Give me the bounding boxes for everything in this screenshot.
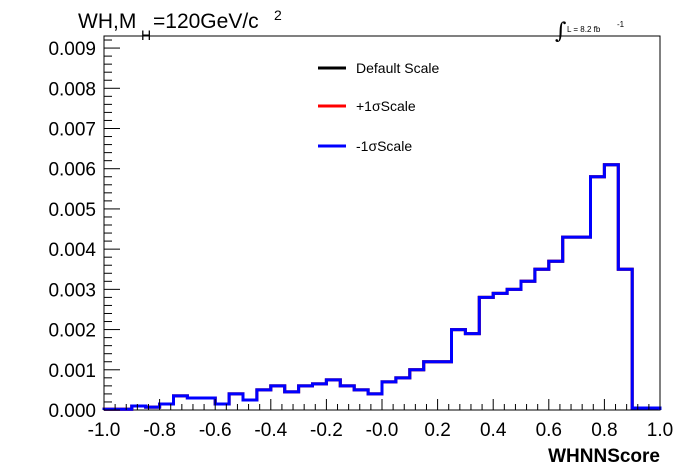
x-tick-label: -0.6 [199, 420, 232, 441]
plot-frame [103, 35, 661, 411]
legend-label-default: Default Scale [356, 60, 439, 76]
legend-label-plus-1sigma: +1σScale [356, 98, 416, 114]
histogram-series-0 [102, 163, 662, 411]
y-tick-label: 0.001 [48, 361, 96, 382]
y-tick-label: 0.007 [48, 119, 96, 140]
histogram-layer [102, 163, 662, 411]
x-tick-label: -0.8 [143, 420, 176, 441]
histogram-series-2 [102, 163, 662, 411]
y-tick-label: 0.002 [48, 321, 96, 342]
histogram-series-1 [102, 163, 662, 411]
x-axis-label: WHNNScore [548, 446, 660, 467]
chart-title-subscript: H [141, 27, 151, 43]
legend: Default Scale +1σScale -1σScale [318, 60, 439, 154]
chart-title-superscript: 2 [274, 7, 282, 23]
chart-title-rest: =120GeV/c [153, 10, 259, 33]
x-tick-label: 0.8 [591, 420, 617, 441]
x-axis-ticks: -1.0 -0.8 -0.6 -0.4 -0.2 -0.0 0.2 0.4 0.6 0.8 1.0 [88, 399, 673, 441]
x-tick-label: -0.4 [254, 420, 287, 441]
x-tick-label: 0.6 [536, 420, 562, 441]
x-tick-label: -1.0 [88, 420, 121, 441]
luminosity-superscript: -1 [617, 20, 625, 29]
chart-title-main: WH,M [78, 10, 136, 33]
x-tick-label: 0.4 [480, 420, 507, 441]
y-tick-label: 0.008 [48, 79, 96, 100]
y-tick-label: 0.003 [48, 280, 96, 301]
y-tick-label: 0.005 [48, 200, 96, 221]
y-tick-label: 0.006 [48, 160, 96, 181]
x-tick-label: -0.2 [310, 420, 343, 441]
integral-symbol: ∫ [555, 19, 567, 44]
y-tick-label: 0.009 [48, 39, 96, 60]
x-tick-label: 0.2 [424, 420, 450, 441]
y-tick-label: 0.000 [48, 401, 96, 422]
x-tick-label: -0.0 [366, 420, 399, 441]
luminosity-label: L = 8.2 fb [567, 25, 601, 34]
y-tick-label: 0.004 [48, 240, 96, 261]
legend-label-minus-1sigma: -1σScale [356, 138, 412, 154]
x-tick-label: 1.0 [647, 420, 673, 441]
y-axis-ticks: 0.000 0.001 0.002 0.003 0.004 0.005 0.006 0.007… [48, 39, 120, 422]
